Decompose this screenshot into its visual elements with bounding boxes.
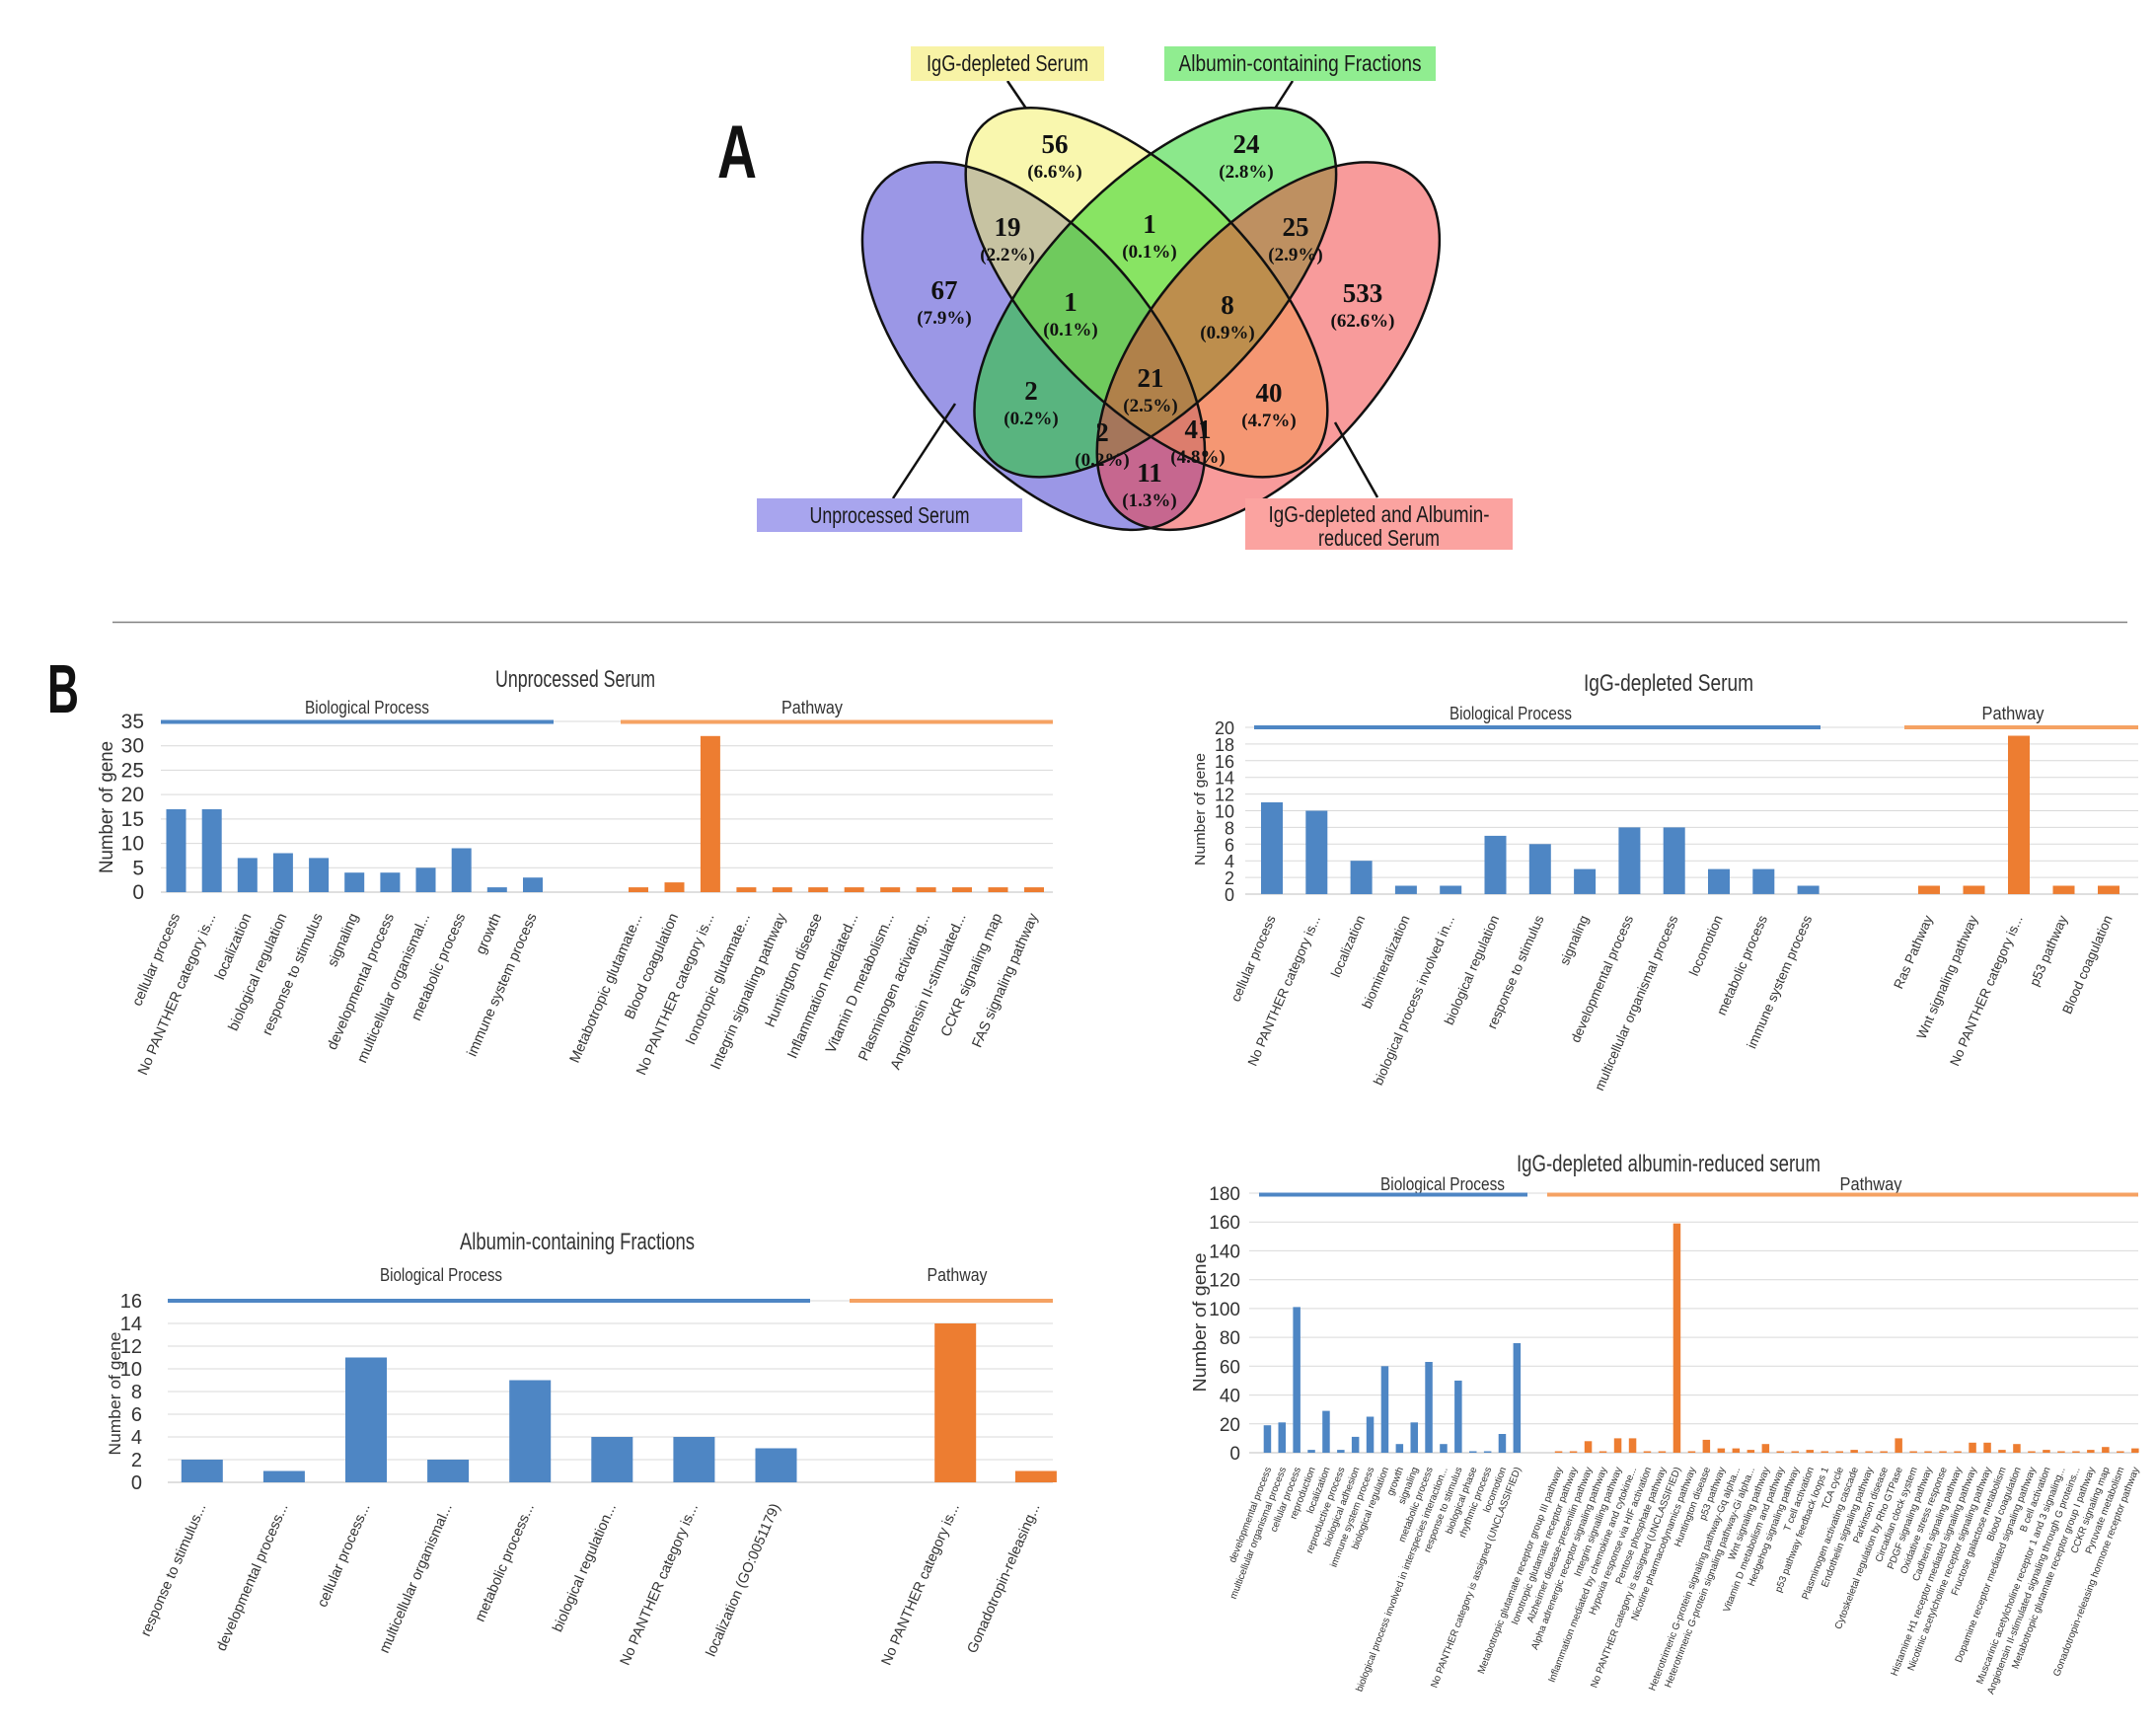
svg-text:41: 41: [1185, 414, 1212, 444]
svg-text:(2.8%): (2.8%): [1219, 162, 1273, 183]
svg-text:IgG-depleted Serum: IgG-depleted Serum: [1584, 670, 1753, 697]
svg-text:(0.9%): (0.9%): [1200, 323, 1254, 343]
svg-text:Number of gene: Number of gene: [97, 741, 117, 873]
svg-text:1: 1: [1064, 287, 1078, 317]
svg-text:120: 120: [1209, 1271, 1240, 1292]
svg-text:4: 4: [1225, 852, 1234, 871]
svg-text:2: 2: [1095, 417, 1109, 447]
svg-text:Albumin-containing Fractions: Albumin-containing Fractions: [460, 1229, 695, 1255]
svg-text:Pathway: Pathway: [781, 698, 843, 717]
svg-text:0: 0: [1229, 1444, 1240, 1465]
svg-text:Unprocessed Serum: Unprocessed Serum: [495, 666, 655, 693]
svg-text:Pathway: Pathway: [928, 1265, 988, 1285]
svg-text:(2.2%): (2.2%): [980, 245, 1034, 265]
svg-text:Pathway: Pathway: [1840, 1174, 1902, 1194]
svg-text:533: 533: [1343, 278, 1383, 308]
svg-text:(7.9%): (7.9%): [917, 308, 971, 329]
svg-text:10: 10: [121, 833, 144, 856]
svg-text:Albumin-containing Fractions: Albumin-containing Fractions: [1179, 50, 1422, 76]
svg-text:20: 20: [1215, 718, 1234, 738]
svg-text:20: 20: [121, 784, 144, 806]
svg-text:16: 16: [120, 1291, 142, 1313]
svg-text:11: 11: [1137, 458, 1162, 488]
svg-text:8: 8: [1225, 818, 1234, 838]
svg-text:19: 19: [995, 212, 1021, 242]
svg-text:(1.3%): (1.3%): [1122, 490, 1176, 511]
svg-text:2: 2: [131, 1450, 142, 1471]
svg-text:Biological Process: Biological Process: [380, 1265, 502, 1285]
svg-text:14: 14: [120, 1314, 142, 1335]
svg-text:4: 4: [131, 1427, 142, 1449]
svg-text:reduced Serum: reduced Serum: [1318, 525, 1440, 551]
svg-text:56: 56: [1042, 129, 1069, 159]
svg-text:140: 140: [1209, 1242, 1240, 1262]
svg-text:0: 0: [1225, 885, 1234, 905]
svg-text:Pathway: Pathway: [1982, 704, 2044, 723]
svg-text:Biological Process: Biological Process: [1450, 704, 1572, 723]
svg-text:80: 80: [1220, 1328, 1240, 1349]
svg-text:35: 35: [121, 711, 144, 733]
svg-text:(0.1%): (0.1%): [1043, 320, 1097, 340]
svg-text:(4.8%): (4.8%): [1170, 447, 1225, 468]
svg-text:1: 1: [1143, 209, 1156, 239]
svg-text:A: A: [717, 111, 757, 194]
svg-text:(4.7%): (4.7%): [1241, 411, 1296, 431]
svg-text:180: 180: [1209, 1184, 1240, 1205]
svg-text:67: 67: [931, 275, 958, 305]
svg-text:(62.6%): (62.6%): [1331, 311, 1395, 332]
svg-text:(2.9%): (2.9%): [1268, 245, 1322, 265]
svg-text:5: 5: [132, 857, 144, 879]
svg-text:B: B: [47, 650, 79, 727]
svg-text:(6.6%): (6.6%): [1027, 162, 1081, 183]
svg-text:(0.2%): (0.2%): [1075, 450, 1129, 471]
svg-text:25: 25: [1283, 212, 1309, 242]
svg-text:14: 14: [1215, 769, 1234, 789]
svg-text:2: 2: [1024, 376, 1038, 406]
svg-text:Number of gene: Number of gene: [1192, 753, 1209, 866]
svg-text:40: 40: [1256, 378, 1283, 408]
svg-text:Biological Process: Biological Process: [1380, 1174, 1505, 1194]
svg-text:6: 6: [131, 1404, 142, 1426]
svg-text:Unprocessed Serum: Unprocessed Serum: [810, 502, 970, 528]
svg-text:20: 20: [1220, 1415, 1240, 1436]
svg-text:160: 160: [1209, 1213, 1240, 1234]
svg-text:16: 16: [1215, 752, 1234, 772]
svg-text:25: 25: [121, 759, 144, 782]
svg-text:8: 8: [131, 1382, 142, 1403]
svg-text:40: 40: [1220, 1387, 1240, 1407]
svg-text:(0.2%): (0.2%): [1004, 409, 1058, 429]
svg-text:Number of gene: Number of gene: [1190, 1253, 1210, 1393]
svg-text:Biological Process: Biological Process: [305, 698, 429, 717]
svg-text:18: 18: [1215, 735, 1234, 755]
svg-text:(0.1%): (0.1%): [1122, 242, 1176, 263]
svg-text:21: 21: [1138, 363, 1164, 393]
svg-text:(2.5%): (2.5%): [1123, 396, 1177, 416]
svg-text:8: 8: [1221, 290, 1234, 320]
svg-text:6: 6: [1225, 835, 1234, 855]
svg-text:12: 12: [1215, 786, 1234, 805]
svg-text:IgG-depleted albumin-reduced s: IgG-depleted albumin-reduced serum: [1517, 1151, 1821, 1177]
svg-text:0: 0: [131, 1472, 142, 1494]
svg-text:10: 10: [120, 1359, 142, 1381]
svg-text:60: 60: [1220, 1357, 1240, 1378]
svg-text:30: 30: [121, 735, 144, 758]
svg-text:15: 15: [121, 808, 144, 831]
svg-text:10: 10: [1215, 802, 1234, 822]
svg-text:24: 24: [1233, 129, 1260, 159]
svg-text:2: 2: [1225, 868, 1234, 888]
svg-text:100: 100: [1209, 1300, 1240, 1320]
svg-text:0: 0: [132, 881, 144, 904]
svg-text:12: 12: [120, 1336, 142, 1358]
svg-text:Number of gene: Number of gene: [106, 1332, 124, 1456]
svg-text:IgG-depleted Serum: IgG-depleted Serum: [927, 50, 1088, 76]
svg-text:IgG-depleted and Albumin-: IgG-depleted and Albumin-: [1269, 501, 1490, 527]
